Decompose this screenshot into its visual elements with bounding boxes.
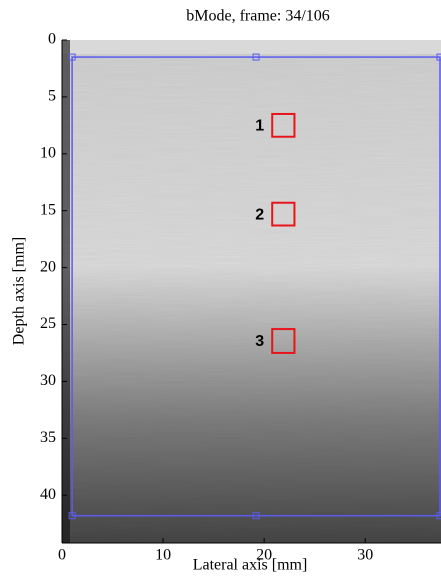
y-tick-label: 15 bbox=[40, 201, 56, 218]
selection-handle bbox=[436, 512, 441, 520]
y-tick-label: 0 bbox=[48, 31, 56, 48]
y-tick-label: 10 bbox=[40, 144, 56, 161]
region-box bbox=[271, 112, 296, 138]
y-tick-label: 30 bbox=[40, 372, 56, 389]
y-tick-label: 20 bbox=[40, 258, 56, 275]
y-tick-label: 25 bbox=[40, 315, 56, 332]
region-box bbox=[271, 201, 296, 227]
bmode-image bbox=[62, 40, 441, 543]
selection-handle bbox=[252, 512, 260, 520]
x-tick-label: 10 bbox=[155, 547, 171, 564]
axes: 0 5 10 15 20 25 30 35 40 0 10 20 30 1 2 3 bbox=[40, 31, 441, 564]
y-tick-label: 35 bbox=[40, 429, 56, 446]
region-box bbox=[271, 328, 296, 354]
y-tick-label: 5 bbox=[48, 88, 56, 105]
selection-handle bbox=[68, 512, 76, 520]
selection-handle bbox=[252, 53, 260, 61]
x-tick-label: 20 bbox=[256, 547, 272, 564]
region-label: 3 bbox=[255, 333, 264, 350]
x-axis-label: Lateral axis [mm] bbox=[193, 557, 308, 574]
y-tick-label: 40 bbox=[40, 486, 56, 503]
region-label: 2 bbox=[255, 206, 264, 223]
selection-box bbox=[71, 56, 441, 517]
x-tick-label: 30 bbox=[357, 547, 373, 564]
y-axis-label: Depth axis [mm] bbox=[11, 237, 28, 345]
chart-title: bMode, frame: 34/106 bbox=[186, 8, 330, 25]
region-label: 1 bbox=[255, 118, 264, 135]
x-tick-label: 0 bbox=[58, 547, 66, 564]
selection-handle bbox=[68, 53, 76, 61]
selection-handle bbox=[436, 53, 441, 61]
